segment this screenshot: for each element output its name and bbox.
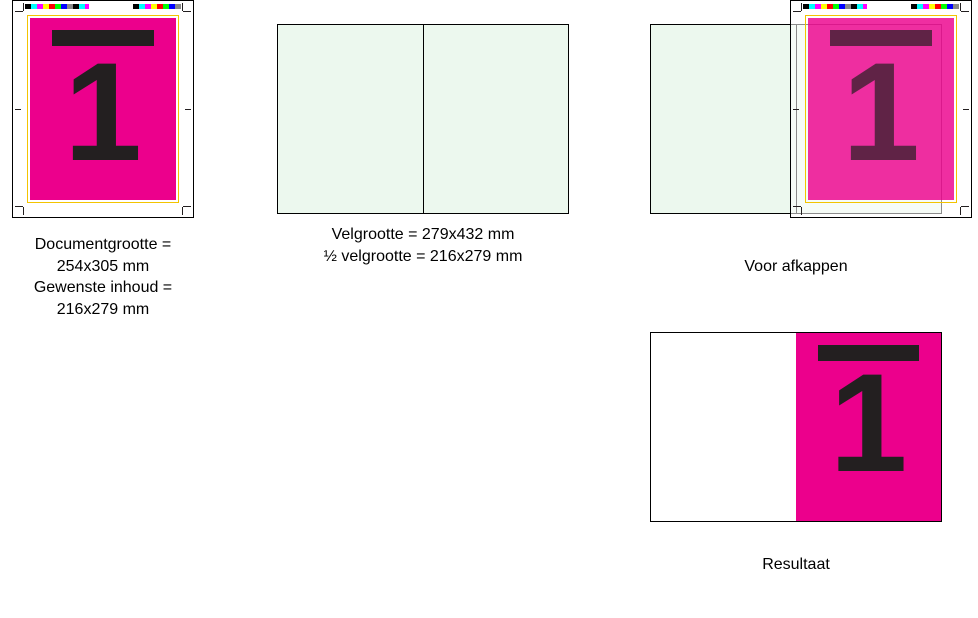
registration-strip-top — [25, 4, 89, 9]
before-trim-number: 1 — [808, 52, 954, 171]
before-trim-caption: Voor afkappen — [650, 256, 942, 278]
before-trim-content: 1 — [808, 18, 954, 200]
sheet — [277, 24, 569, 214]
document-content: 1 — [30, 18, 176, 200]
diagram-stage: 1 Documentgrootte = 254x305 mm Gewenste … — [0, 0, 978, 618]
sheet-panel-right — [423, 25, 568, 213]
before-trim-sheet-panel-left — [651, 25, 796, 213]
before-trim-reg-top-right — [911, 4, 959, 9]
result-sheet: 1 — [650, 332, 942, 522]
registration-strip-top-right — [133, 4, 181, 9]
sheet-fold-line — [423, 25, 424, 213]
document-caption-line2: 254x305 mm — [0, 256, 206, 278]
result-caption: Resultaat — [650, 554, 942, 576]
document-number: 1 — [30, 52, 176, 171]
sheet-caption-line2: ½ velgrootte = 216x279 mm — [277, 246, 569, 268]
result-number: 1 — [796, 363, 941, 482]
document-caption-line1: Documentgrootte = — [0, 234, 206, 256]
before-trim-reg-top — [803, 4, 867, 9]
before-trim-document: 1 — [790, 0, 972, 218]
sheet-caption: Velgrootte = 279x432 mm ½ velgrootte = 2… — [277, 224, 569, 267]
result-content: 1 — [796, 333, 941, 521]
sheet-panel-left — [278, 25, 423, 213]
sheet-caption-line1: Velgrootte = 279x432 mm — [277, 224, 569, 246]
document-caption-line4: 216x279 mm — [0, 299, 206, 321]
document-caption-line3: Gewenste inhoud = — [0, 277, 206, 299]
document-page: 1 — [12, 0, 194, 218]
document-caption: Documentgrootte = 254x305 mm Gewenste in… — [0, 234, 206, 320]
